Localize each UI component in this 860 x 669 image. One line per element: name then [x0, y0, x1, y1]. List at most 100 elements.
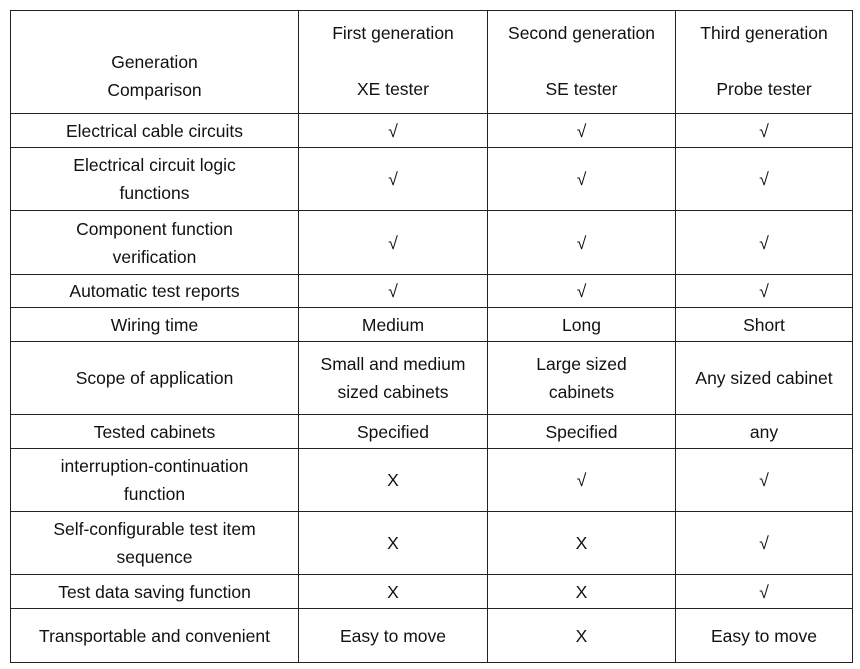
- table-cell: Self-configurable test item sequence: [10, 511, 299, 575]
- header-cell: Generation Comparison: [10, 10, 299, 114]
- cell-text: functions: [119, 183, 190, 203]
- table-cell: X: [298, 574, 488, 609]
- table-row: Self-configurable test item sequence X X √: [10, 511, 853, 575]
- cell-text: cabinets: [548, 382, 615, 402]
- header-text: Third generation: [700, 23, 828, 43]
- cell-text: Short: [743, 314, 785, 335]
- table-cell: Component function verification: [10, 210, 299, 275]
- cell-text: X: [387, 533, 399, 553]
- table-cell: Transportable and convenient: [10, 608, 299, 663]
- table-cell: Specified: [487, 414, 676, 449]
- cell-text: X: [387, 581, 399, 602]
- cell-text: Test data saving function: [58, 581, 251, 602]
- table-cell: √: [675, 574, 853, 609]
- table-row: Scope of application Small and medium size…: [10, 341, 853, 415]
- table-cell: √: [298, 147, 488, 211]
- table-row: Component function verification √ √ √: [10, 210, 853, 275]
- table-cell: any: [675, 414, 853, 449]
- table-row: Wiring time Medium Long Short: [10, 307, 853, 342]
- table-cell: √: [487, 448, 676, 512]
- cell-text: Large sized: [536, 354, 627, 374]
- comparison-table: Generation Comparison First generation XE t…: [10, 10, 853, 663]
- header-text: XE tester: [357, 79, 429, 99]
- table-cell: Test data saving function: [10, 574, 299, 609]
- cell-text: Small and medium: [320, 354, 466, 374]
- cell-text: √: [576, 470, 587, 490]
- header-cell: Third generation Probe tester: [675, 10, 853, 114]
- header-text: Comparison: [107, 80, 202, 100]
- cell-text: Easy to move: [339, 625, 447, 646]
- header-text: Probe tester: [716, 79, 812, 99]
- cell-text: √: [759, 281, 769, 301]
- table-cell: √: [675, 511, 853, 575]
- cell-text: Wiring time: [110, 314, 199, 335]
- cell-text: X: [575, 625, 588, 646]
- cell-text: Any sized cabinet: [695, 368, 833, 388]
- table-cell: Easy to move: [675, 608, 853, 663]
- header-text: Second generation: [508, 23, 655, 43]
- table-row: Tested cabinets Specified Specified any: [10, 414, 853, 449]
- header-cell: First generation XE tester: [298, 10, 488, 114]
- table-cell: X: [487, 608, 676, 663]
- table-cell: X: [487, 574, 676, 609]
- cell-text: Easy to move: [710, 625, 818, 646]
- cell-text: Tested cabinets: [93, 421, 216, 442]
- table-cell: Automatic test reports: [10, 274, 299, 308]
- table-cell: √: [487, 147, 676, 211]
- table-cell: Medium: [298, 307, 488, 342]
- table-row: Electrical cable circuits √ √ √: [10, 113, 853, 148]
- cell-text: sequence: [116, 547, 193, 567]
- table-cell: Easy to move: [298, 608, 488, 663]
- cell-text: Transportable and convenient: [39, 625, 270, 646]
- cell-text: interruption-continuation: [60, 456, 249, 476]
- cell-text: Electrical circuit logic: [73, 155, 236, 175]
- table-cell: √: [675, 210, 853, 275]
- table-cell: √: [675, 147, 853, 211]
- cell-text: verification: [112, 246, 197, 267]
- cell-text: √: [388, 169, 398, 189]
- header-text: First generation: [332, 23, 454, 43]
- cell-text: Specified: [545, 421, 618, 442]
- cell-text: X: [575, 533, 588, 553]
- table-cell: Any sized cabinet: [675, 341, 853, 415]
- cell-text: √: [759, 533, 769, 553]
- header-text: SE tester: [545, 79, 618, 99]
- cell-text: Scope of application: [75, 368, 234, 388]
- cell-text: sized cabinets: [337, 382, 449, 402]
- table-cell: X: [298, 448, 488, 512]
- header-text: Generation: [111, 52, 198, 72]
- table-cell: Large sized cabinets: [487, 341, 676, 415]
- cell-text: √: [759, 120, 769, 141]
- table-cell: X: [487, 511, 676, 575]
- table-cell: Small and medium sized cabinets: [298, 341, 488, 415]
- table-row: Automatic test reports √ √ √: [10, 274, 853, 308]
- table-cell: √: [675, 113, 853, 148]
- cell-text: √: [759, 581, 769, 602]
- cell-text: √: [576, 169, 587, 189]
- cell-text: √: [388, 281, 398, 301]
- cell-text: Electrical cable circuits: [66, 120, 243, 141]
- cell-text: Component function: [76, 218, 233, 239]
- cell-text: Long: [562, 314, 601, 335]
- table-cell: Short: [675, 307, 853, 342]
- table-wrap: Generation Comparison First generation XE t…: [10, 10, 853, 663]
- cell-text: X: [575, 581, 588, 602]
- table-cell: √: [298, 274, 488, 308]
- cell-text: √: [759, 470, 769, 490]
- table-cell: Electrical cable circuits: [10, 113, 299, 148]
- table-cell: √: [298, 113, 488, 148]
- header-row: Generation Comparison First generation XE t…: [10, 10, 853, 114]
- cell-text: X: [387, 470, 399, 490]
- cell-text: function: [123, 484, 186, 504]
- table-row: Transportable and convenient Easy to move…: [10, 608, 853, 663]
- table-cell: Scope of application: [10, 341, 299, 415]
- table-cell: Specified: [298, 414, 488, 449]
- table-row: Electrical circuit logic functions √ √ √: [10, 147, 853, 211]
- table-cell: Wiring time: [10, 307, 299, 342]
- table-cell: interruption-continuation function: [10, 448, 299, 512]
- table-cell: Electrical circuit logic functions: [10, 147, 299, 211]
- table-cell: Tested cabinets: [10, 414, 299, 449]
- cell-text: √: [759, 169, 769, 189]
- cell-text: √: [388, 120, 398, 141]
